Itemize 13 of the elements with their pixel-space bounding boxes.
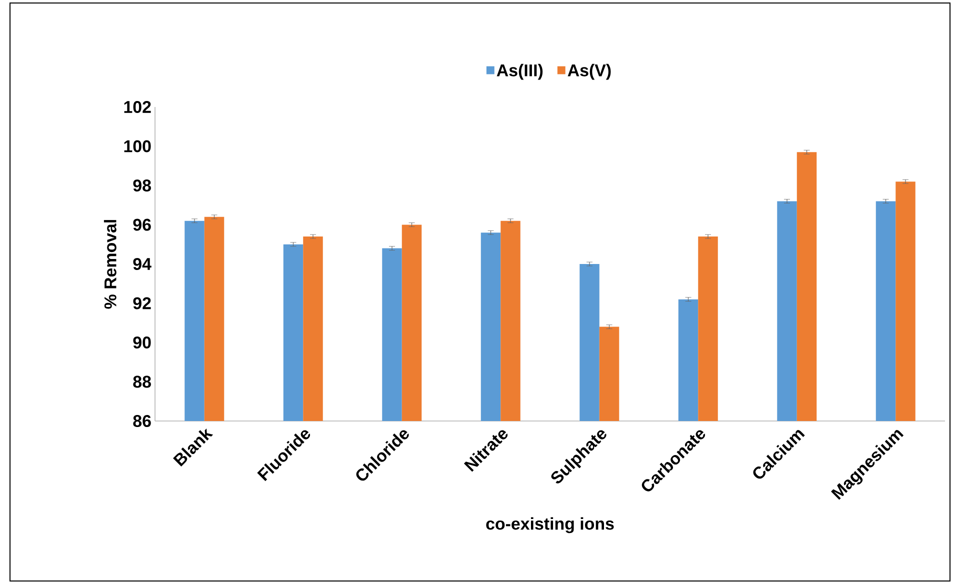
y-tick-label: 92 xyxy=(133,297,151,310)
x-axis-title: co-existing ions xyxy=(486,517,614,534)
y-tick-label: 88 xyxy=(133,376,151,388)
legend-label: As(V) xyxy=(568,64,611,80)
y-axis-title: % Removal xyxy=(104,220,116,309)
y-tick-label: 96 xyxy=(133,218,151,231)
y-tick-label: 86 xyxy=(133,415,151,428)
y-tick-label: 102 xyxy=(124,101,151,113)
y-tick-label: 98 xyxy=(133,180,151,192)
y-tick-label: 94 xyxy=(133,258,152,270)
y-tick-label: 90 xyxy=(133,336,151,349)
y-tick-label: 100 xyxy=(124,140,151,152)
legend-label: As(III) xyxy=(496,64,543,80)
